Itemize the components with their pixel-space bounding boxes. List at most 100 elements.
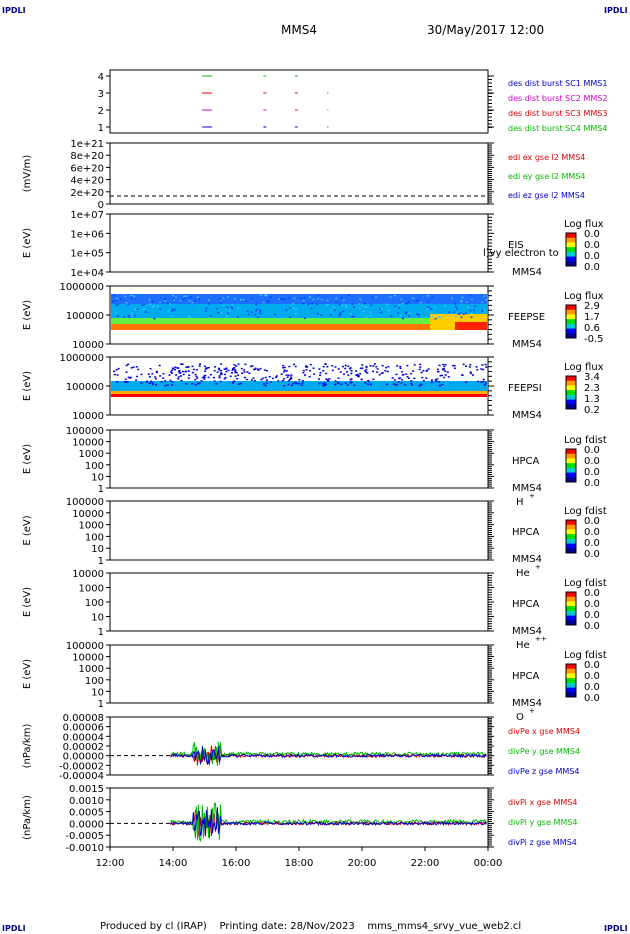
feepse-pixel xyxy=(400,298,403,301)
feepsi-pixel xyxy=(353,384,356,387)
y-tick-label: 2e+20 xyxy=(70,188,104,199)
feepsi-band-orange xyxy=(111,391,487,394)
feepsi-pixel xyxy=(191,365,194,368)
feepsi-pixel xyxy=(326,365,329,368)
feepsi-pixel xyxy=(318,378,321,380)
feepse-pixel xyxy=(333,309,336,312)
feepsi-pixel xyxy=(135,366,138,368)
feepse-pixel xyxy=(339,313,342,316)
feepse-pixel xyxy=(179,299,182,302)
feepse-pixel xyxy=(191,301,194,304)
feepsi-pixel xyxy=(181,363,184,365)
feepsi-pixel xyxy=(413,377,416,380)
legend-entry: edi ez gse l2 MMS4 xyxy=(508,191,585,200)
feepsi-pixel xyxy=(177,376,180,378)
feepse-band-orange xyxy=(111,324,487,330)
feepsi-pixel xyxy=(194,373,197,376)
feepse-pixel xyxy=(141,304,144,306)
feepsi-pixel xyxy=(239,382,242,385)
feepse-pixel xyxy=(439,316,442,319)
feepsi-pixel xyxy=(265,382,268,384)
y-tick-label: 1000 xyxy=(79,584,104,595)
feepsi-pixel xyxy=(198,382,201,384)
feepsi-pixel xyxy=(394,383,397,386)
feepsi-pixel xyxy=(203,375,206,377)
feepsi-pixel xyxy=(400,382,403,384)
feepsi-pixel xyxy=(135,379,138,381)
feepsi-pixel xyxy=(468,366,471,368)
feepse-pixel xyxy=(455,311,458,314)
feepse-pixel xyxy=(267,300,270,303)
feepse-pixel xyxy=(247,313,250,316)
panel-frame-divpe xyxy=(109,716,489,776)
feepsi-pixel xyxy=(199,363,202,365)
feepsi-pixel xyxy=(240,367,243,370)
feepsi-pixel xyxy=(444,370,447,372)
feepsi-pixel xyxy=(334,383,337,386)
colorbar-segment xyxy=(566,678,576,684)
y-tick-label: 0.00002 xyxy=(63,742,104,753)
colorbar-segment xyxy=(566,305,576,311)
colorbar-segment xyxy=(566,524,576,530)
feepsi-pixel xyxy=(180,379,183,382)
feepsi-pixel xyxy=(116,374,119,376)
feepsi-pixel xyxy=(150,380,153,383)
y-axis-label: (nPa/km) xyxy=(22,724,33,769)
feepsi-pixel xyxy=(290,374,293,376)
feepse-pixel xyxy=(136,308,139,311)
feepse-pixel xyxy=(251,297,254,300)
feepse-pixel xyxy=(316,303,319,306)
feepse-pixel xyxy=(171,310,174,312)
feepse-pixel xyxy=(378,308,381,310)
feepsi-pixel xyxy=(331,365,334,367)
colorbar-value: 0.0 xyxy=(584,527,600,538)
feepsi-pixel xyxy=(337,382,340,385)
feepsi-pixel xyxy=(410,380,413,382)
feepsi-pixel xyxy=(171,384,174,386)
colorbar-segment xyxy=(566,673,576,679)
feepse-pixel xyxy=(292,307,295,309)
feepse-pixel xyxy=(115,304,118,307)
y-tick-label: 10000 xyxy=(72,653,104,664)
feepse-pixel xyxy=(399,315,402,317)
feepsi-pixel xyxy=(290,376,293,378)
colorbar-segment xyxy=(566,548,576,554)
feepsi-pixel xyxy=(401,371,404,373)
feepsi-pixel xyxy=(283,366,286,369)
panel-frame-hpca_he2 xyxy=(109,572,489,632)
species-label: O xyxy=(516,712,524,723)
colorbar-segment xyxy=(566,247,576,253)
feepsi-pixel xyxy=(130,367,133,369)
feepsi-pixel xyxy=(115,369,118,371)
feepsi-pixel xyxy=(395,373,398,376)
feepse-pixel xyxy=(401,317,404,320)
legend-entry: edi ey gse l2 MMS4 xyxy=(508,172,586,181)
feepsi-pixel xyxy=(241,372,244,375)
feepse-pixel xyxy=(429,308,432,310)
feepsi-pixel xyxy=(248,372,251,375)
feepse-pixel xyxy=(164,300,167,302)
feepsi-pixel xyxy=(406,376,409,378)
feepse-pixel xyxy=(419,302,422,304)
feepse-pixel xyxy=(341,304,344,307)
instrument-label: HPCA xyxy=(512,527,540,538)
colorbar-frame xyxy=(565,448,577,483)
feepsi-pixel xyxy=(298,383,301,385)
feepsi-pixel xyxy=(127,376,130,379)
colorbar-segment xyxy=(566,529,576,535)
feepse-pixel xyxy=(122,316,125,318)
feepsi-pixel xyxy=(154,376,157,378)
feepse-pixel xyxy=(208,299,211,301)
feepsi-pixel xyxy=(301,382,304,384)
y-tick-label: 1e+04 xyxy=(70,268,104,279)
feepse-pixel xyxy=(215,307,218,310)
feepse-pixel xyxy=(329,314,332,316)
feepse-pixel xyxy=(351,303,354,305)
feepsi-pixel xyxy=(395,384,398,386)
colorbar-segment xyxy=(566,394,576,401)
feepsi-pixel xyxy=(286,376,289,378)
colorbar-segment xyxy=(566,538,576,545)
feepsi-pixel xyxy=(465,365,468,367)
spacecraft-label: MMS4 xyxy=(512,626,542,637)
feepse-pixel xyxy=(450,297,453,300)
